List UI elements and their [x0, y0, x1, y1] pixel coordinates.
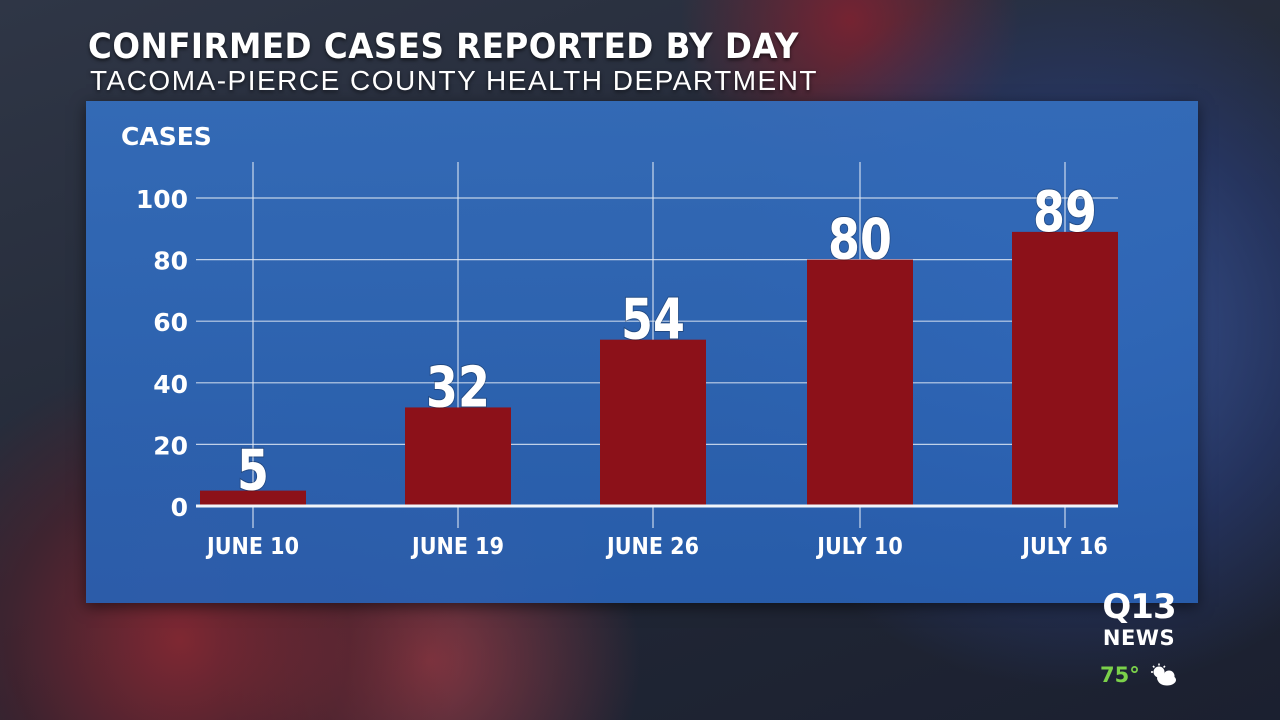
y-tick-label: 60	[153, 308, 188, 337]
bar	[600, 339, 706, 506]
logo-news: NEWS	[1102, 626, 1176, 650]
temperature: 75°	[1100, 663, 1140, 687]
bar	[807, 259, 913, 506]
y-tick-label: 100	[136, 185, 188, 214]
y-tick-label: 40	[153, 370, 188, 399]
bar-chart: CASES 0 20 40 60 80 100 5 32 54 80 89 JUNE 10 JUNE 19…	[121, 122, 1118, 560]
x-tick-label: JULY 10	[815, 534, 902, 560]
bar	[200, 490, 306, 506]
x-tick-label: JULY 16	[1020, 534, 1107, 560]
bar	[405, 407, 511, 506]
station-logo: Q13 NEWS	[1097, 588, 1181, 650]
y-axis-label: CASES	[121, 122, 212, 151]
data-label: 5	[237, 438, 269, 504]
partly-cloudy-icon	[1150, 663, 1176, 686]
y-tick-label: 20	[153, 431, 188, 460]
bar	[1012, 231, 1118, 506]
y-tick-label: 0	[171, 493, 188, 522]
x-tick-label: JUNE 10	[205, 534, 299, 560]
y-tick-label: 80	[153, 247, 188, 276]
x-tick-label: JUNE 19	[410, 534, 504, 560]
logo-q13: Q13	[1102, 587, 1176, 627]
data-label: 80	[828, 207, 892, 273]
chart-title: CONFIRMED CASES REPORTED BY DAY	[88, 27, 799, 67]
data-label: 32	[426, 355, 490, 421]
chart-subtitle: TACOMA-PIERCE COUNTY HEALTH DEPARTMENT	[90, 65, 819, 96]
data-label: 89	[1033, 179, 1097, 245]
weather-readout: 75°	[1100, 661, 1178, 689]
chart-panel: CASES 0 20 40 60 80 100 5 32 54 80 89 JUNE 10 JUNE 19…	[86, 101, 1198, 603]
data-label: 54	[621, 287, 685, 353]
x-tick-label: JUNE 26	[605, 534, 699, 560]
